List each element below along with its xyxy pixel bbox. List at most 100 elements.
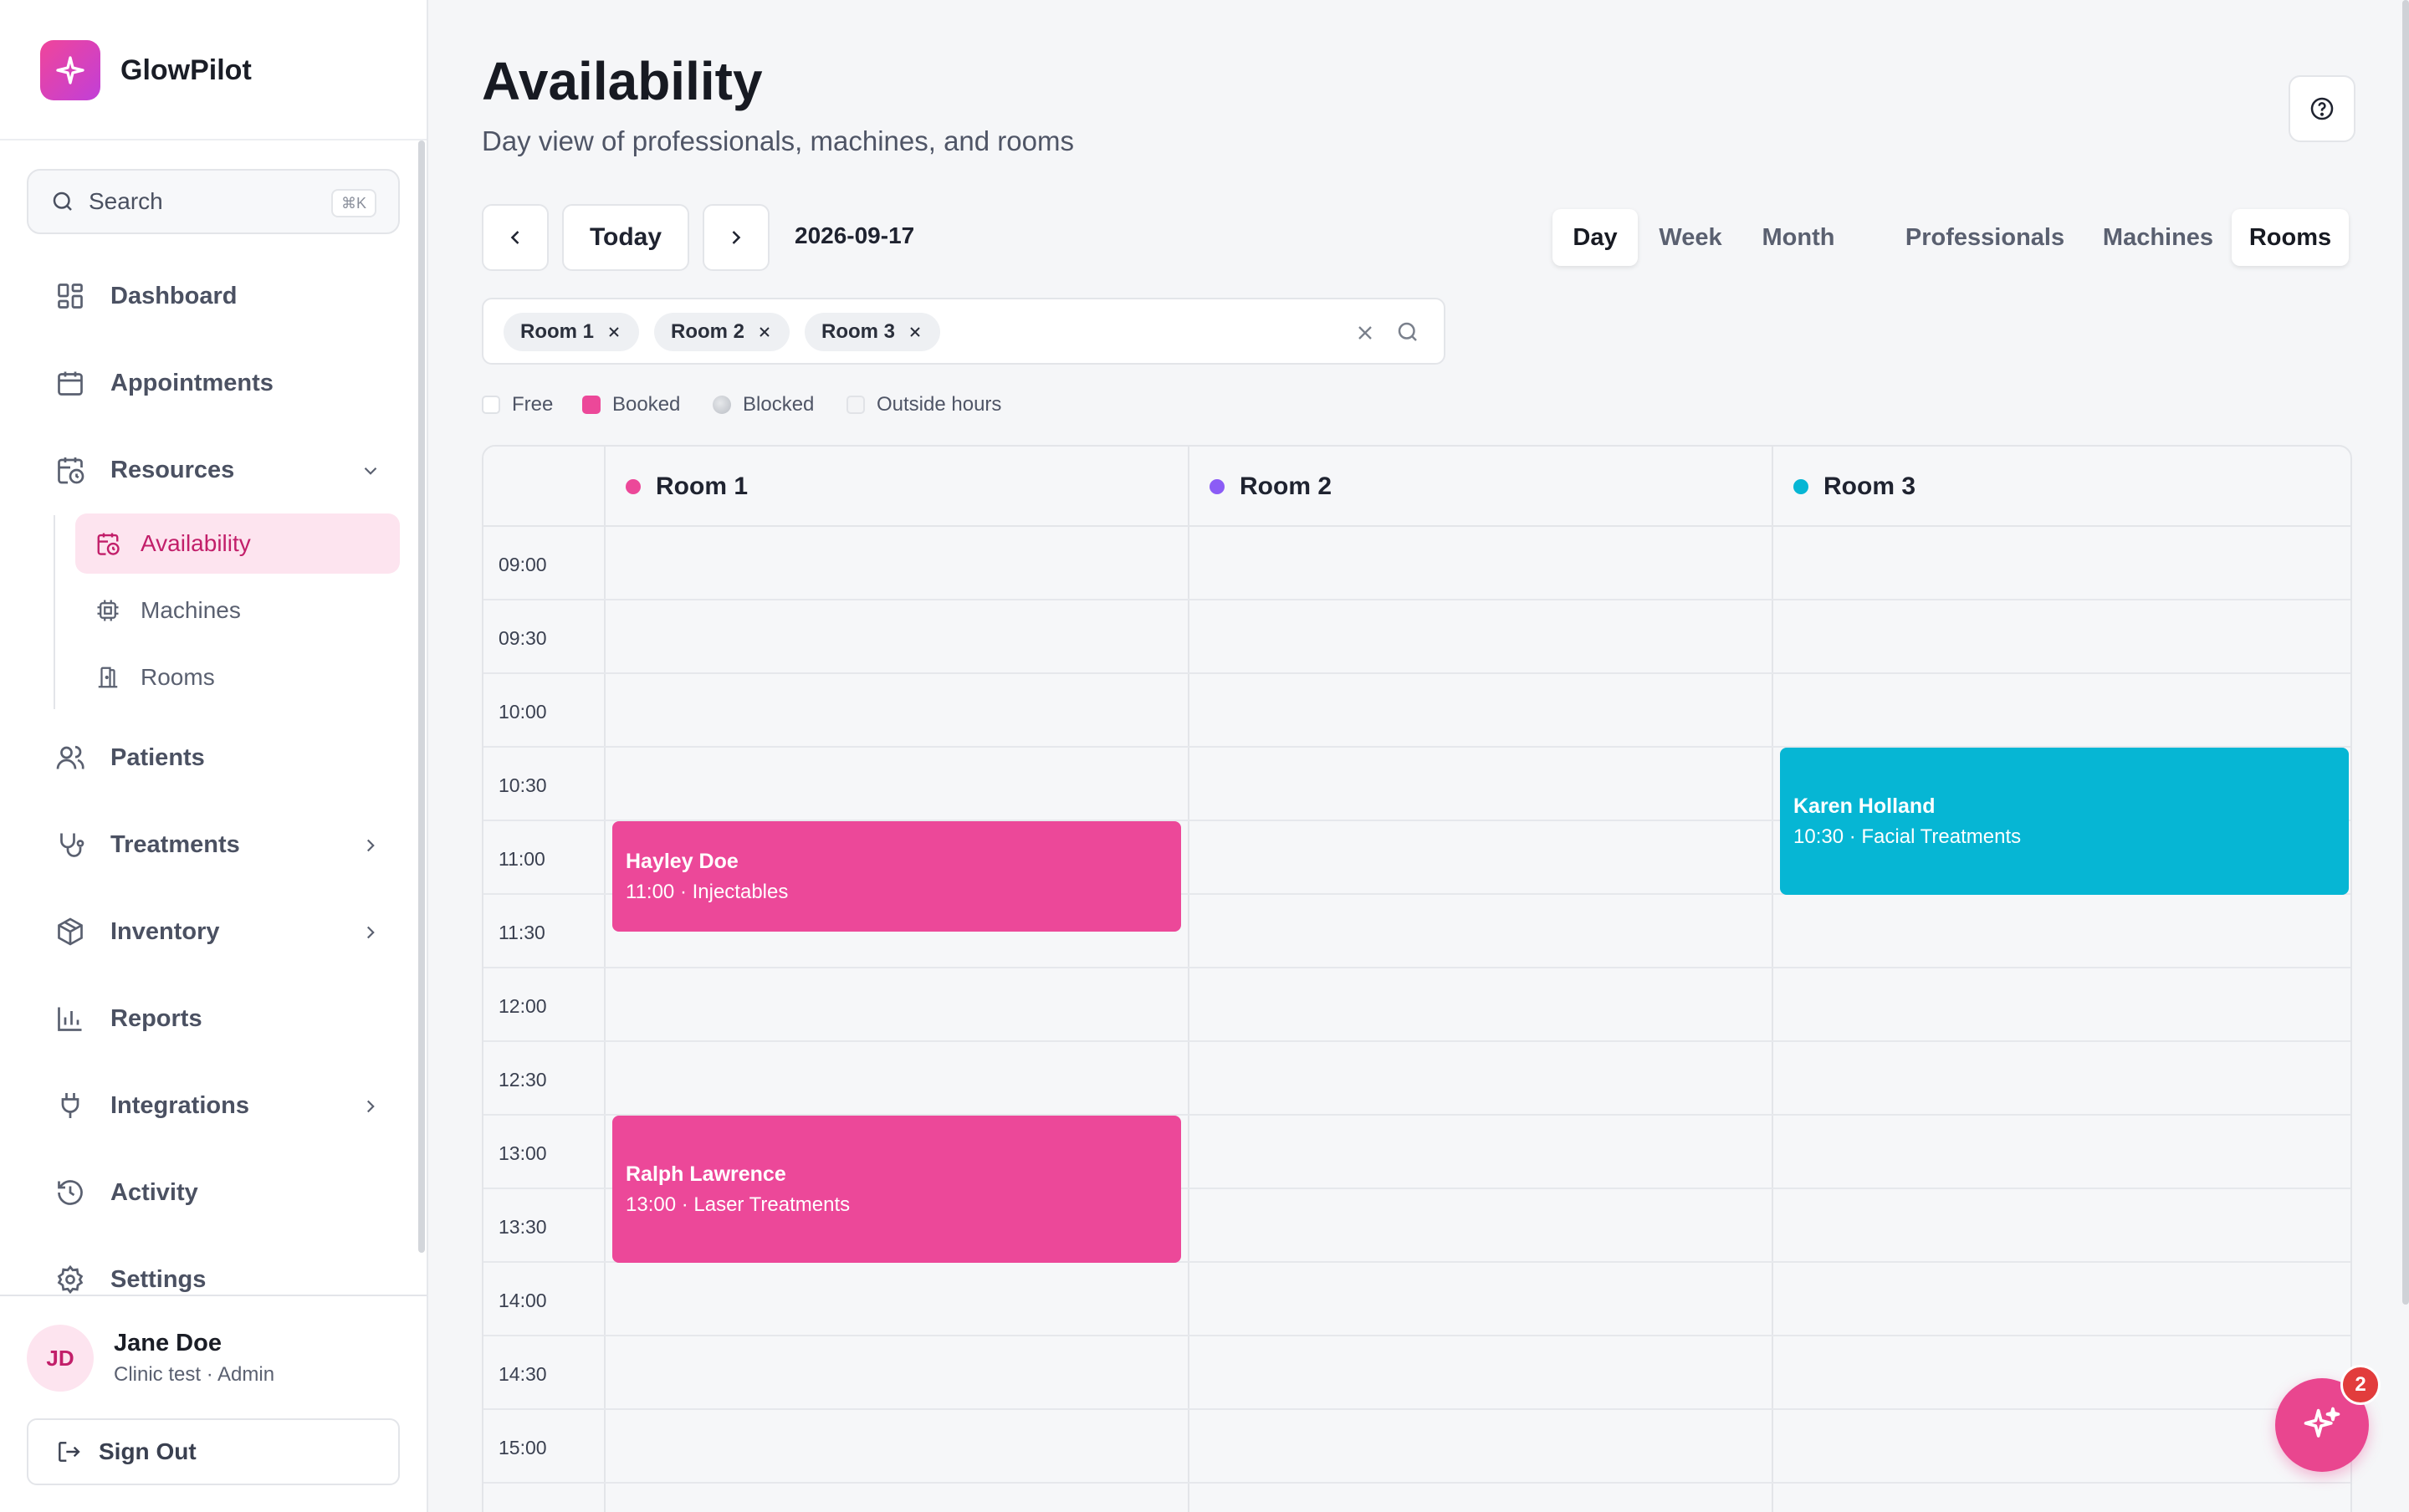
sign-out-label: Sign Out [99,1438,197,1464]
view-month-tab[interactable]: Month [1762,223,1835,251]
today-button[interactable]: Today [562,204,689,271]
column-title: Room 1 [656,472,749,500]
sidebar-item-availability[interactable]: Availability [75,513,400,574]
stethoscope-icon [54,828,87,861]
appointment-event[interactable]: Karen Holland 10:30 · Facial Treatments [1780,748,2349,895]
user-role: Clinic test · Admin [114,1363,275,1386]
time-label: 09:30 [499,627,547,649]
sidebar-item-label: Resources [110,456,235,483]
room-color-dot [626,479,641,494]
assistant-button[interactable] [2275,1378,2369,1472]
column-header-room-2: Room 2 [1189,447,1772,527]
cpu-icon [95,598,120,623]
row-divider [483,1335,2350,1336]
filter-chip[interactable]: Room 1 [504,313,640,351]
sidebar-item-activity[interactable]: Activity [27,1162,400,1223]
page-scrollbar[interactable] [2402,0,2409,1305]
sidebar-item-integrations[interactable]: Integrations [27,1075,400,1136]
row-divider [483,672,2350,674]
avatar[interactable]: JD [27,1325,94,1392]
time-label: 09:00 [499,554,547,575]
previous-day-button[interactable] [482,204,549,271]
resource-filter[interactable]: Room 1 Room 2 Room 3 [482,298,1445,365]
sidebar-item-treatments[interactable]: Treatments [27,815,400,875]
sidebar-item-reports[interactable]: Reports [27,988,400,1049]
calendar-header [483,447,2350,527]
sidebar-item-label: Dashboard [110,282,238,309]
bar-chart-icon [54,1002,87,1035]
today-label: Today [589,223,662,251]
view-week-tab[interactable]: Week [1659,223,1722,251]
brand[interactable]: GlowPilot [40,40,252,100]
resource-professionals-tab[interactable]: Professionals [1905,223,2065,251]
row-divider [483,1482,2350,1484]
column-header-room-1: Room 1 [606,447,1188,527]
event-patient: Karen Holland [1793,794,1936,818]
chip-label: Room 1 [520,320,595,343]
event-detail: 13:00 · Laser Treatments [626,1193,851,1216]
sidebar-item-dashboard[interactable]: Dashboard [27,266,400,326]
search-button[interactable]: Search ⌘K [27,169,400,234]
legend-swatch [846,396,865,414]
clear-filter-icon[interactable] [1353,321,1377,345]
sidebar-item-inventory[interactable]: Inventory [27,902,400,962]
calendar-grid: Room 1 Room 2 Room 3 09:00 09:30 10:00 1… [482,445,2352,1512]
resource-machines-tab[interactable]: Machines [2102,223,2214,251]
user-name: Jane Doe [114,1330,222,1356]
search-icon[interactable] [1395,319,1420,345]
event-patient: Ralph Lawrence [626,1162,786,1186]
next-day-button[interactable] [703,204,770,271]
dashboard-icon [54,279,87,313]
legend-label: Free [512,393,554,416]
filter-chip[interactable]: Room 3 [805,313,941,351]
app-name: GlowPilot [120,54,252,86]
calendar-icon [54,366,87,400]
close-icon[interactable] [907,324,923,340]
chevron-right-icon [724,226,748,249]
history-icon [54,1176,87,1209]
legend-swatch [713,396,731,414]
appointment-event[interactable]: Ralph Lawrence 13:00 · Laser Treatments [612,1116,1181,1263]
time-label: 10:30 [499,774,547,796]
plug-icon [54,1089,87,1122]
legend-swatch [582,396,601,414]
chevron-left-icon [504,226,527,249]
notification-badge: 2 [2340,1365,2381,1405]
sign-out-button[interactable]: Sign Out [27,1418,400,1485]
submenu-line [54,515,55,709]
filter-chip[interactable]: Room 2 [654,313,790,351]
help-icon [2309,95,2335,122]
close-icon[interactable] [756,324,773,340]
legend-outside-hours: Outside hours [846,393,1001,416]
chip-label: Room 2 [671,320,745,343]
room-color-dot [1210,479,1225,494]
row-divider [483,746,2350,748]
sidebar-item-appointments[interactable]: Appointments [27,353,400,413]
time-label: 11:00 [499,848,545,870]
view-day-tab[interactable]: Day [1552,209,1638,266]
chip-label: Room 3 [821,320,896,343]
column-header-room-3: Room 3 [1773,447,2350,527]
close-icon[interactable] [606,324,622,340]
time-label: 14:30 [499,1363,547,1385]
sidebar-item-machines[interactable]: Machines [75,580,400,641]
appointment-event[interactable]: Hayley Doe 11:00 · Injectables [612,821,1181,932]
event-detail: 11:00 · Injectables [626,880,789,903]
time-label: 12:00 [499,995,547,1017]
legend-free: Free [482,393,553,416]
sidebar-item-resources[interactable]: Resources [27,440,400,500]
legend-label: Blocked [743,393,815,416]
room-color-dot [1793,479,1808,494]
time-label: 12:30 [499,1069,547,1091]
legend-swatch [482,396,500,414]
help-button[interactable] [2289,75,2355,142]
sidebar-item-settings[interactable]: Settings [27,1249,400,1310]
resource-rooms-tab[interactable]: Rooms [2232,209,2349,266]
time-label: 13:00 [499,1142,547,1164]
sidebar-item-rooms[interactable]: Rooms [75,647,400,707]
sidebar-scrollbar[interactable] [418,140,425,1253]
sidebar-item-label: Inventory [110,917,220,945]
chevron-right-icon [360,922,381,943]
current-date: 2026-09-17 [795,222,915,248]
sidebar-item-patients[interactable]: Patients [27,728,400,788]
